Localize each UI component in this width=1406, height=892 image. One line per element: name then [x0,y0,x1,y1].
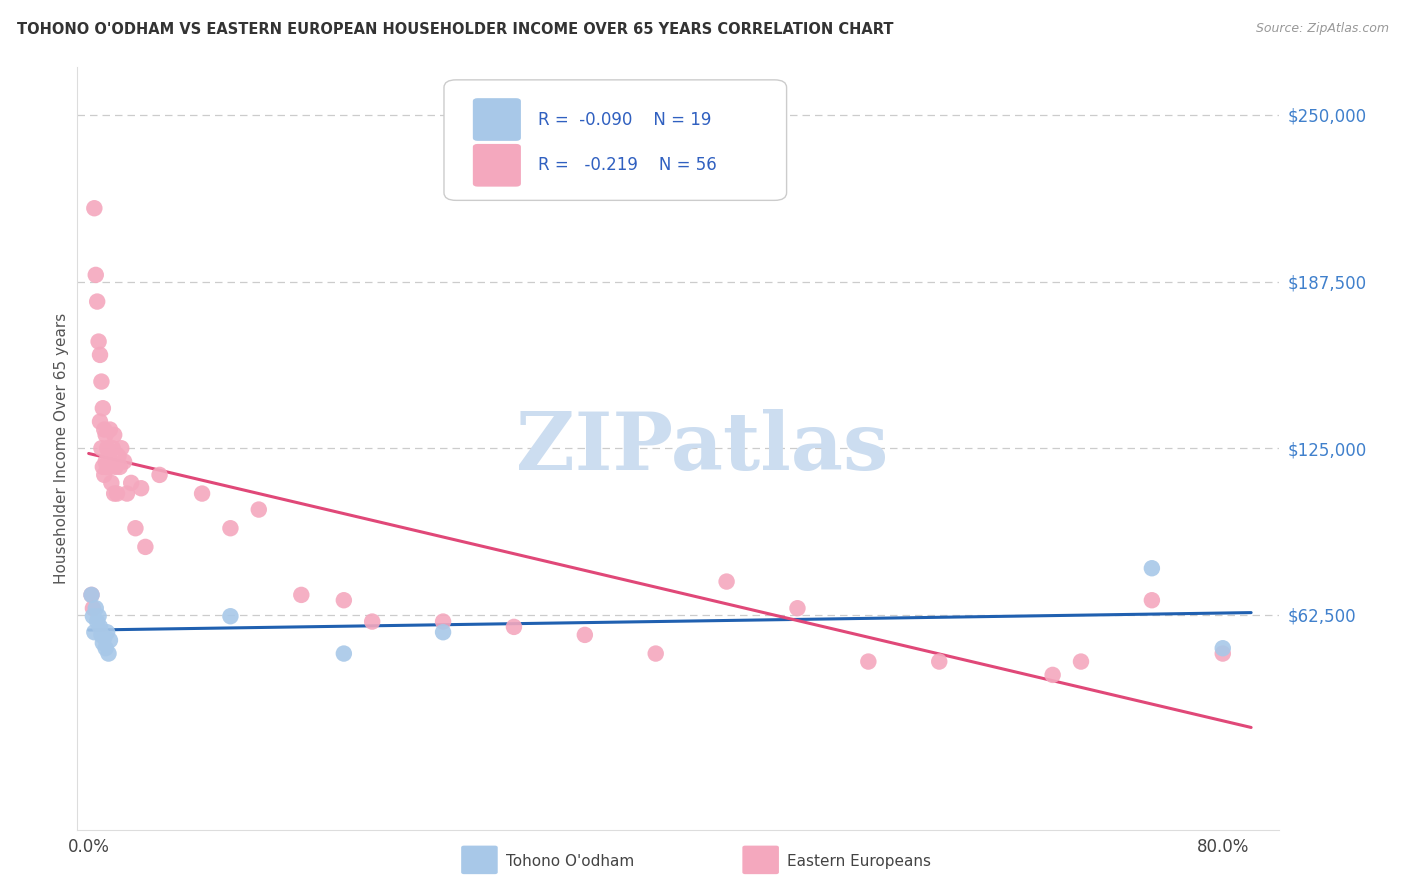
Point [104,459,127,474]
Point [112,454,135,468]
Point [93,467,115,482]
Y-axis label: Householder Income Over 65 years: Householder Income Over 65 years [53,312,69,584]
Point [87,609,110,624]
Point [110,441,132,455]
Point [191,486,214,500]
Point [98,633,121,648]
Point [432,625,454,640]
Point [94,454,117,468]
Point [503,620,526,634]
Point [105,486,128,500]
Point [94,641,117,656]
Point [103,486,125,500]
Point [333,647,356,661]
Point [86,294,108,309]
Text: Eastern Europeans: Eastern Europeans [787,854,931,869]
Text: R =   -0.219    N = 56: R = -0.219 N = 56 [537,156,717,174]
Point [120,475,142,490]
Point [219,521,242,535]
FancyBboxPatch shape [472,144,520,186]
Point [107,449,129,463]
Point [100,454,122,468]
Point [361,615,384,629]
Point [115,486,138,500]
Point [97,647,120,661]
Point [1212,641,1234,656]
Point [90,628,112,642]
Text: Source: ZipAtlas.com: Source: ZipAtlas.com [1256,22,1389,36]
Point [84,268,107,282]
Point [858,655,880,669]
Point [91,636,114,650]
Point [290,588,312,602]
Point [97,449,120,463]
FancyBboxPatch shape [444,80,786,201]
Point [101,441,124,455]
Point [90,375,112,389]
Point [98,459,121,474]
Point [432,615,454,629]
Point [86,615,108,629]
Point [89,415,111,429]
Point [100,475,122,490]
Point [134,540,156,554]
Point [1042,668,1064,682]
Point [98,423,121,437]
Point [83,201,105,215]
Point [716,574,738,589]
Point [1140,593,1163,607]
Point [93,631,115,645]
Text: ZIPatlas: ZIPatlas [516,409,889,487]
Point [1212,647,1234,661]
Point [96,625,118,640]
Point [644,647,666,661]
Point [90,441,112,455]
Point [1070,655,1092,669]
Point [91,401,114,416]
Point [333,593,356,607]
Point [124,521,146,535]
Point [94,428,117,442]
Point [129,481,152,495]
Point [108,459,131,474]
Text: TOHONO O'ODHAM VS EASTERN EUROPEAN HOUSEHOLDER INCOME OVER 65 YEARS CORRELATION : TOHONO O'ODHAM VS EASTERN EUROPEAN HOUSE… [17,22,893,37]
Point [80,588,103,602]
Point [96,459,118,474]
Point [574,628,596,642]
Point [786,601,808,615]
Point [928,655,950,669]
FancyBboxPatch shape [472,98,520,141]
Point [84,601,107,615]
Point [96,441,118,455]
Point [219,609,242,624]
Point [83,625,105,640]
Point [93,423,115,437]
Text: Tohono O'odham: Tohono O'odham [506,854,634,869]
Point [1140,561,1163,575]
Point [103,428,125,442]
Point [89,348,111,362]
Point [247,502,270,516]
Point [82,601,104,615]
Point [148,467,170,482]
Point [82,609,104,624]
Point [80,588,103,602]
Point [89,620,111,634]
Point [91,459,114,474]
Point [87,334,110,349]
Text: R =  -0.090    N = 19: R = -0.090 N = 19 [537,111,711,128]
